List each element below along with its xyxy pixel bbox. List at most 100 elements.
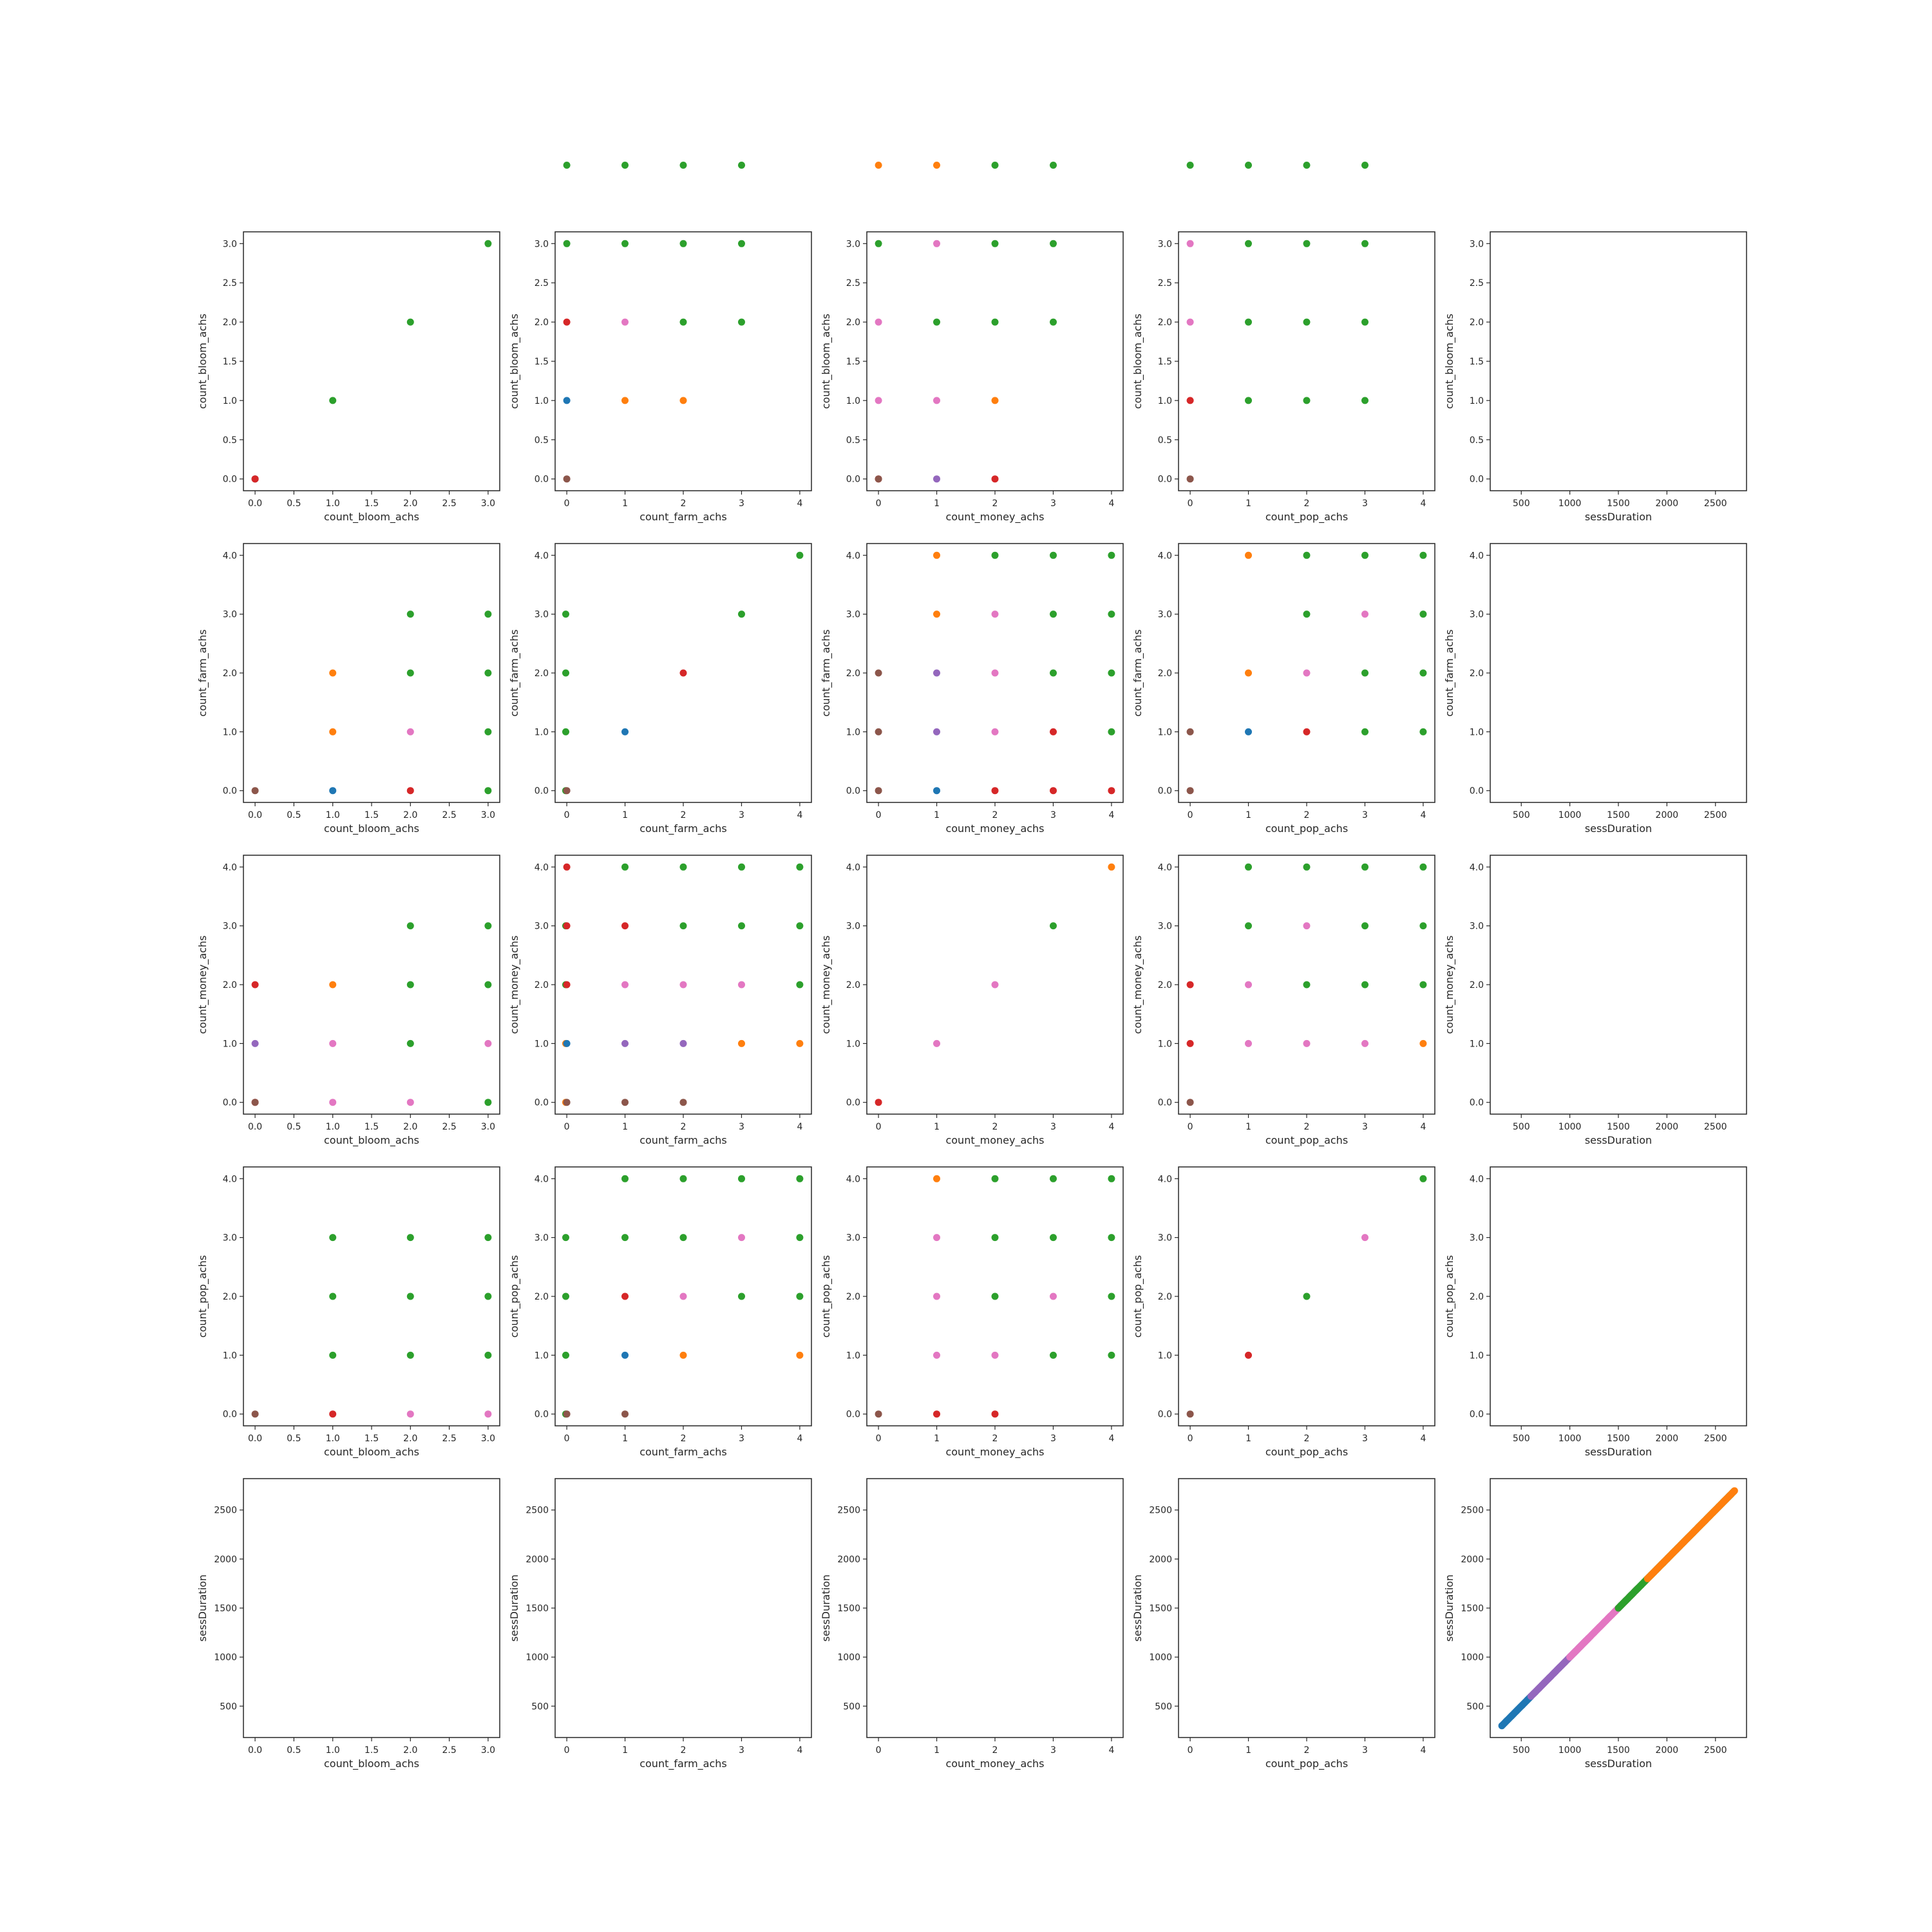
data-point: [484, 728, 491, 735]
data-point: [738, 981, 745, 989]
y-tick-label: 0.0: [846, 1098, 860, 1108]
x-tick-label: 2: [681, 1122, 687, 1132]
data-point: [407, 1040, 414, 1047]
axes-frame: [1490, 855, 1747, 1114]
y-tick-label: 0.0: [846, 475, 860, 485]
panel-count_farm_achs-vs-count_money_achs: 0 1 2 3 40.01.02.03.04.0count_money_achscoun…: [820, 544, 1123, 835]
x-tick-label: 2: [992, 498, 998, 509]
x-tick-label: 1: [1245, 498, 1251, 509]
data-point: [933, 1040, 940, 1047]
x-tick-label: 2.0: [403, 1122, 417, 1132]
y-axis-label: count_bloom_achs: [196, 314, 209, 409]
x-axis-label: sessDuration: [1585, 822, 1652, 835]
data-point: [329, 981, 336, 989]
x-tick-label: 2500: [1704, 498, 1727, 509]
y-tick-label: 4.0: [846, 551, 860, 561]
x-tick-label: 1.5: [365, 1122, 379, 1132]
y-axis-label: count_farm_achs: [196, 629, 209, 717]
data-point: [1108, 670, 1115, 677]
x-axis-label: count_bloom_achs: [324, 822, 419, 835]
x-tick-label: 3: [739, 1122, 744, 1132]
x-tick-label: 0.0: [248, 810, 262, 820]
data-point: [738, 162, 745, 169]
data-point: [407, 728, 414, 735]
data-point: [1187, 475, 1194, 482]
data-point: [875, 319, 882, 326]
y-tick-label: 0.0: [1470, 475, 1484, 485]
y-tick-label: 2.0: [846, 980, 860, 990]
y-tick-label: 2.0: [1158, 668, 1172, 679]
x-axis-label: count_bloom_achs: [324, 1134, 419, 1147]
x-tick-label: 1500: [1607, 1122, 1630, 1132]
y-tick-label: 3.0: [223, 610, 237, 620]
y-tick-label: 0.0: [223, 475, 237, 485]
y-tick-label: 1.0: [535, 396, 549, 406]
x-tick-label: 1: [934, 1122, 940, 1132]
data-point: [1108, 787, 1115, 794]
y-tick-label: 1.5: [223, 357, 237, 367]
y-tick-label: 2.0: [223, 317, 237, 328]
data-point: [738, 611, 745, 618]
data-point: [621, 728, 629, 735]
data-point: [621, 922, 629, 929]
y-tick-label: 3.0: [1158, 239, 1172, 249]
data-point: [329, 728, 336, 735]
x-tick-label: 0: [1188, 810, 1193, 820]
data-point: [484, 240, 491, 247]
data-point: [875, 397, 882, 404]
data-point: [1419, 552, 1426, 559]
data-point: [875, 240, 882, 247]
y-axis-label: count_money_achs: [1443, 935, 1456, 1034]
data-point: [484, 981, 491, 989]
data-point: [1108, 552, 1115, 559]
data-point: [1303, 864, 1311, 871]
x-axis-label: count_pop_achs: [1265, 511, 1348, 524]
y-tick-label: 1.5: [535, 357, 549, 367]
data-point: [621, 981, 629, 989]
x-tick-label: 0: [1188, 498, 1193, 509]
x-tick-label: 3: [1050, 498, 1056, 509]
data-point: [992, 397, 999, 404]
y-axis-label: count_bloom_achs: [1443, 314, 1456, 409]
panel-count_money_achs-vs-count_farm_achs: 0 1 2 3 40.01.02.03.04.0count_farm_achscount…: [508, 855, 811, 1147]
y-tick-label: 1.0: [223, 727, 237, 737]
data-point: [796, 552, 803, 559]
y-tick-label: 2.5: [223, 278, 237, 289]
data-point: [933, 611, 940, 618]
data-point: [252, 981, 259, 989]
data-point: [562, 611, 569, 618]
y-tick-label: 3.0: [1158, 610, 1172, 620]
data-point: [1187, 981, 1194, 989]
y-axis-label: count_money_achs: [508, 935, 521, 1034]
y-tick-label: 1.0: [1470, 396, 1484, 406]
data-point: [738, 922, 745, 929]
x-tick-label: 0: [564, 498, 570, 509]
data-point: [1245, 864, 1252, 871]
y-tick-label: 0.5: [846, 435, 860, 446]
data-point: [992, 319, 999, 326]
data-point: [621, 397, 629, 404]
data-point: [875, 787, 882, 794]
data-point: [875, 670, 882, 677]
x-tick-label: 4: [1420, 1122, 1426, 1132]
x-tick-label: 3: [1362, 1122, 1368, 1132]
x-tick-label: 2: [992, 1122, 998, 1132]
data-point: [680, 162, 687, 169]
axes-frame: [243, 232, 500, 491]
data-point: [1303, 552, 1311, 559]
x-tick-label: 0: [1188, 1122, 1193, 1132]
data-point: [1187, 1040, 1194, 1047]
data-point: [1361, 981, 1368, 989]
data-point: [1303, 922, 1311, 929]
data-point: [621, 162, 629, 169]
data-point: [564, 864, 571, 871]
y-tick-label: 2.0: [1470, 668, 1484, 679]
data-point: [1108, 864, 1115, 871]
data-point: [933, 162, 940, 169]
data-point: [992, 787, 999, 794]
data-point: [933, 787, 940, 794]
data-point: [564, 787, 571, 794]
x-tick-label: 1.5: [365, 498, 379, 509]
data-point: [933, 240, 940, 247]
x-tick-label: 1.0: [326, 1122, 340, 1132]
